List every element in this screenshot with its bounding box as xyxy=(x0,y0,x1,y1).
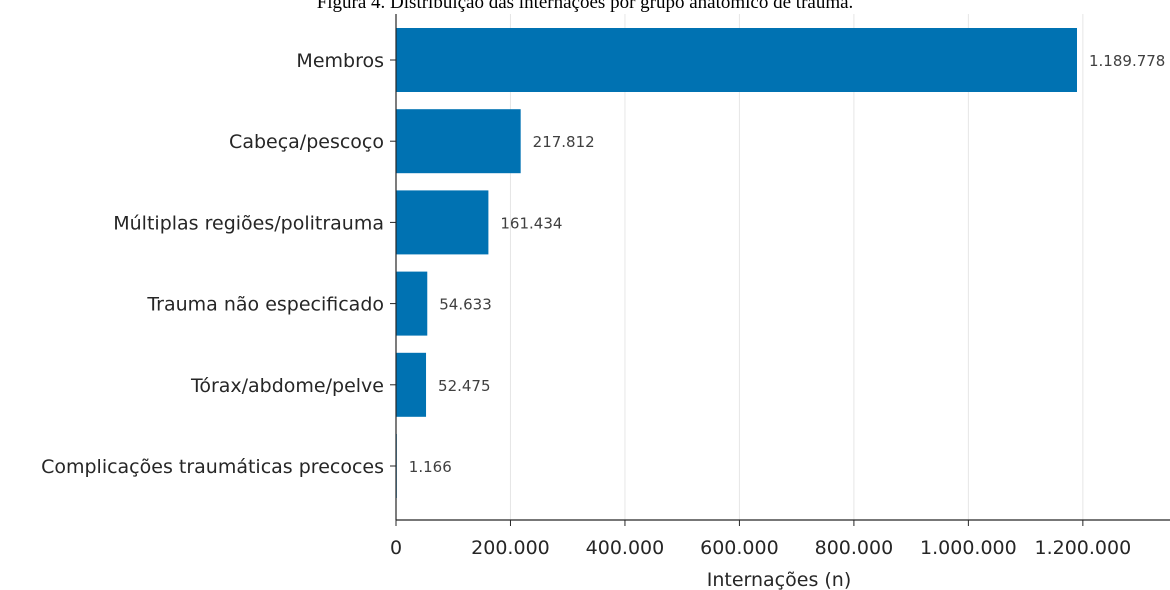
value-label: 52.475 xyxy=(438,377,491,395)
value-label: 217.812 xyxy=(533,133,595,151)
x-tick-label: 400.000 xyxy=(586,537,665,559)
category-label: Trauma não especificado xyxy=(146,294,384,316)
x-axis-title: Internações (n) xyxy=(707,569,852,590)
category-label: Membros xyxy=(296,50,384,72)
bar xyxy=(396,352,427,417)
x-tick-label: 600.000 xyxy=(700,537,779,559)
bar-layer xyxy=(396,28,1077,498)
value-label: 1.166 xyxy=(409,458,452,476)
bar xyxy=(396,190,489,255)
category-label: Complicações traumáticas precoces xyxy=(41,456,384,478)
x-tick-label: 1.200.000 xyxy=(1034,537,1131,559)
bar xyxy=(396,109,521,174)
label-layer: 0 200.000 400.000 600.000 800.000 1.000.000 1.… xyxy=(41,50,1165,590)
x-tick-label: 0 xyxy=(390,537,402,559)
x-tick-label: 800.000 xyxy=(815,537,894,559)
value-label: 1.189.778 xyxy=(1089,52,1165,70)
category-label: Tórax/abdome/pelve xyxy=(190,375,384,397)
category-label: Cabeça/pescoço xyxy=(229,131,384,153)
value-label: 54.633 xyxy=(439,296,492,314)
grid-layer xyxy=(509,14,1084,520)
axis-layer xyxy=(390,14,1170,526)
category-label: Múltiplas regiões/politrauma xyxy=(113,212,384,234)
value-label: 161.434 xyxy=(500,214,562,232)
x-tick-label: 1.000.000 xyxy=(920,537,1017,559)
x-tick-label: 200.000 xyxy=(471,537,550,559)
bar xyxy=(396,28,1077,92)
chart-title: Figura 4. Distribuição das internações p… xyxy=(316,0,854,13)
bar xyxy=(396,271,428,336)
